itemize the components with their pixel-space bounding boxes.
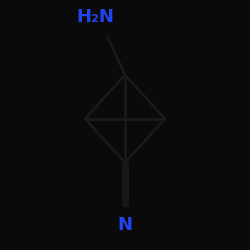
Text: H₂N: H₂N <box>76 8 114 26</box>
Text: N: N <box>118 216 132 234</box>
